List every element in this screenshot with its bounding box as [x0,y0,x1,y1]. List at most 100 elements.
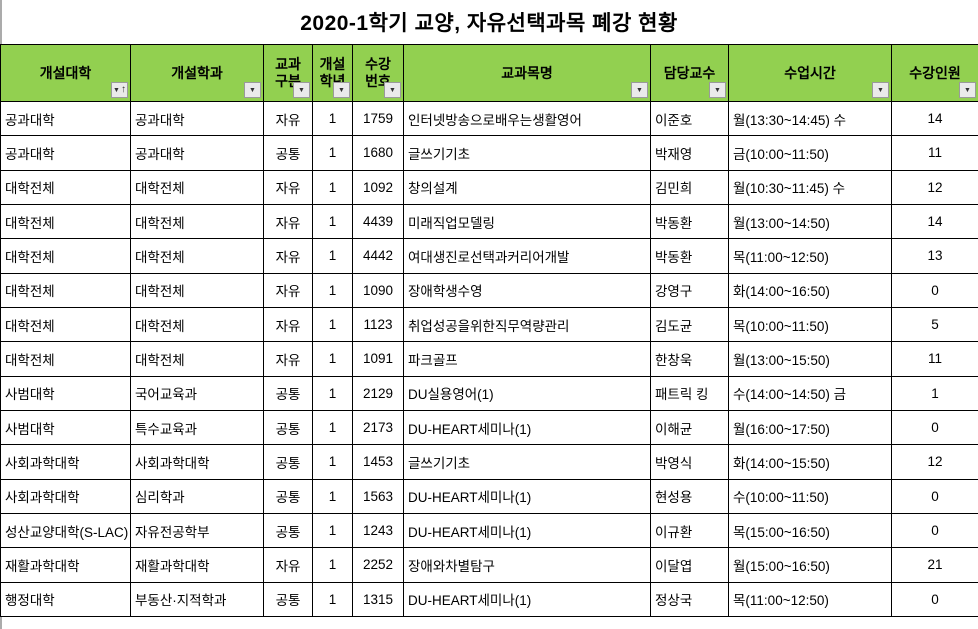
cell-college[interactable]: 사회과학대학 [0,444,131,480]
cell-course-name[interactable]: 파크골프 [403,341,651,377]
cell-class-time[interactable]: 월(15:00~16:50) [728,547,892,583]
cell-year[interactable]: 1 [312,135,353,171]
cell-department[interactable]: 사회과학대학 [130,444,264,480]
cell-department[interactable]: 대학전체 [130,341,264,377]
filter-sort-asc-button[interactable]: ▼ ↑ [111,82,128,98]
cell-course-no[interactable]: 1091 [352,341,404,377]
cell-course-no[interactable]: 1090 [352,272,404,308]
cell-college[interactable]: 공과대학 [0,135,131,171]
cell-course-type[interactable]: 공통 [263,135,313,171]
cell-enrollment[interactable]: 0 [891,272,978,308]
filter-dropdown-button[interactable]: ▼ [631,82,648,98]
cell-college[interactable]: 행정대학 [0,581,131,618]
cell-class-time[interactable]: 월(10:30~11:45) 수 [728,169,892,205]
cell-enrollment[interactable]: 0 [891,409,978,446]
cell-course-type[interactable]: 공통 [263,409,313,446]
cell-course-name[interactable]: DU-HEART세미나(1) [403,409,651,446]
cell-enrollment[interactable]: 1 [891,375,978,411]
cell-course-name[interactable]: DU실용영어(1) [403,375,651,411]
cell-college[interactable]: 사범대학 [0,409,131,446]
cell-professor[interactable]: 박영식 [650,444,729,480]
cell-class-time[interactable]: 목(10:00~11:50) [728,306,892,343]
cell-course-name[interactable]: 여대생진로선택과커리어개발 [403,238,651,274]
cell-course-no[interactable]: 1759 [352,100,404,137]
cell-college[interactable]: 대학전체 [0,238,131,274]
cell-course-no[interactable]: 2129 [352,375,404,411]
cell-professor[interactable]: 박동환 [650,203,729,240]
cell-course-type[interactable]: 자유 [263,272,313,308]
cell-course-type[interactable]: 공통 [263,478,313,514]
cell-course-no[interactable]: 1123 [352,306,404,343]
cell-enrollment[interactable]: 13 [891,238,978,274]
cell-enrollment[interactable]: 14 [891,100,978,137]
cell-department[interactable]: 부동산·지적학과 [130,581,264,618]
cell-professor[interactable]: 박재영 [650,135,729,171]
cell-enrollment[interactable]: 21 [891,547,978,583]
cell-college[interactable]: 재활과학대학 [0,547,131,583]
cell-course-type[interactable]: 자유 [263,306,313,343]
cell-class-time[interactable]: 수(14:00~14:50) 금 [728,375,892,411]
cell-year[interactable]: 1 [312,547,353,583]
cell-enrollment[interactable]: 11 [891,341,978,377]
cell-class-time[interactable]: 금(10:00~11:50) [728,135,892,171]
cell-year[interactable]: 1 [312,272,353,308]
cell-year[interactable]: 1 [312,581,353,618]
cell-class-time[interactable]: 목(15:00~16:50) [728,512,892,549]
cell-department[interactable]: 공과대학 [130,100,264,137]
cell-course-type[interactable]: 공통 [263,375,313,411]
cell-course-no[interactable]: 4439 [352,203,404,240]
cell-professor[interactable]: 패트릭 킹 [650,375,729,411]
cell-college[interactable]: 공과대학 [0,100,131,137]
cell-professor[interactable]: 김민희 [650,169,729,205]
cell-course-type[interactable]: 자유 [263,547,313,583]
cell-class-time[interactable]: 화(14:00~15:50) [728,444,892,480]
filter-dropdown-button[interactable]: ▼ [959,82,976,98]
filter-dropdown-button[interactable]: ▼ [333,82,350,98]
cell-college[interactable]: 대학전체 [0,306,131,343]
cell-class-time[interactable]: 목(11:00~12:50) [728,581,892,618]
cell-professor[interactable]: 이준호 [650,100,729,137]
cell-professor[interactable]: 이달엽 [650,547,729,583]
cell-department[interactable]: 대학전체 [130,169,264,205]
cell-course-name[interactable]: 창의설계 [403,169,651,205]
cell-course-no[interactable]: 1453 [352,444,404,480]
cell-year[interactable]: 1 [312,512,353,549]
cell-year[interactable]: 1 [312,478,353,514]
cell-year[interactable]: 1 [312,306,353,343]
cell-year[interactable]: 1 [312,444,353,480]
cell-course-no[interactable]: 2173 [352,409,404,446]
cell-department[interactable]: 재활과학대학 [130,547,264,583]
cell-course-type[interactable]: 공통 [263,581,313,618]
cell-professor[interactable]: 한창욱 [650,341,729,377]
cell-department[interactable]: 국어교육과 [130,375,264,411]
cell-course-no[interactable]: 1563 [352,478,404,514]
cell-course-name[interactable]: 장애학생수영 [403,272,651,308]
cell-course-type[interactable]: 자유 [263,100,313,137]
cell-course-name[interactable]: 글쓰기기초 [403,444,651,480]
filter-dropdown-button[interactable]: ▼ [384,82,401,98]
cell-department[interactable]: 자유전공학부 [130,512,264,549]
cell-course-name[interactable]: 취업성공을위한직무역량관리 [403,306,651,343]
cell-enrollment[interactable]: 0 [891,581,978,618]
filter-dropdown-button[interactable]: ▼ [709,82,726,98]
cell-college[interactable]: 사회과학대학 [0,478,131,514]
cell-department[interactable]: 대학전체 [130,238,264,274]
cell-enrollment[interactable]: 14 [891,203,978,240]
cell-class-time[interactable]: 화(14:00~16:50) [728,272,892,308]
cell-college[interactable]: 대학전체 [0,203,131,240]
cell-enrollment[interactable]: 12 [891,169,978,205]
cell-year[interactable]: 1 [312,409,353,446]
cell-department[interactable]: 공과대학 [130,135,264,171]
cell-department[interactable]: 대학전체 [130,203,264,240]
cell-year[interactable]: 1 [312,169,353,205]
cell-course-no[interactable]: 1680 [352,135,404,171]
cell-course-name[interactable]: 인터넷방송으로배우는생활영어 [403,100,651,137]
cell-college[interactable]: 대학전체 [0,169,131,205]
cell-class-time[interactable]: 월(13:00~14:50) [728,203,892,240]
cell-college[interactable]: 대학전체 [0,341,131,377]
cell-department[interactable]: 대학전체 [130,272,264,308]
cell-professor[interactable]: 이해균 [650,409,729,446]
cell-course-name[interactable]: DU-HEART세미나(1) [403,581,651,618]
cell-year[interactable]: 1 [312,341,353,377]
cell-class-time[interactable]: 목(11:00~12:50) [728,238,892,274]
